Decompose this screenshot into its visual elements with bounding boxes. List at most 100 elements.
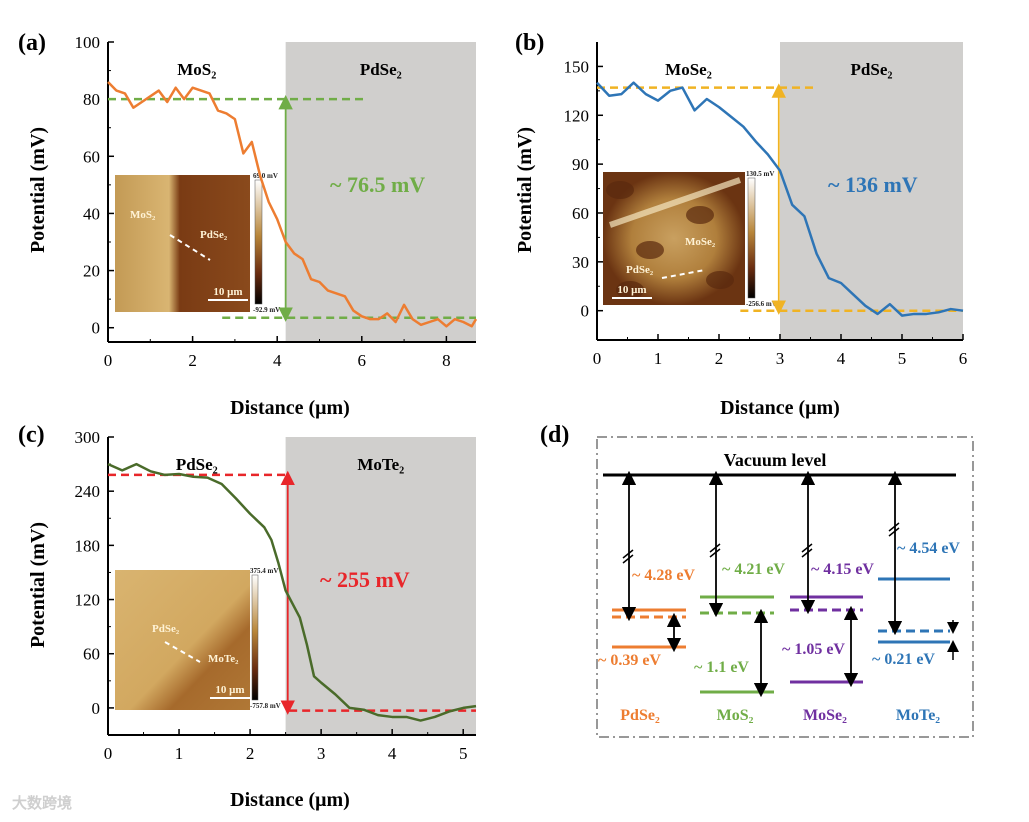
region-label: MoTe₂ (357, 455, 404, 474)
x-tick-label: 2 (715, 349, 724, 368)
axis-break-icon (888, 522, 900, 537)
afm-dark-grain (706, 271, 734, 289)
afm-dark-grain (616, 281, 644, 299)
y-tick-label: 60 (83, 147, 100, 166)
x-tick-label: 4 (837, 349, 846, 368)
region-label: PdSe₂ (176, 455, 218, 474)
shaded-region (780, 42, 963, 340)
panel-label: (c) (18, 422, 45, 448)
afm-dark-grain (636, 241, 664, 259)
series-line-profile (107, 81, 478, 328)
y-tick-label: 0 (92, 699, 101, 718)
bandgap-label: ~ 1.05 eV (782, 641, 845, 658)
afm-dark-grain (606, 181, 634, 199)
colorbar-min-label: -92.9 mV (253, 306, 280, 314)
vacuum-level-label: Vacuum level (724, 450, 827, 470)
colorbar-max-label: 130.5 mV (746, 170, 774, 178)
series-line-profile (596, 81, 964, 317)
scan-line (169, 234, 211, 261)
y-tick-label: 30 (572, 253, 589, 272)
y-tick-label: 300 (75, 428, 101, 447)
chart-panel-c: PdSe₂ MoTe₂ 0 1 2 3 4 5 0 60 120 180 240 300 (c) Potent… (18, 422, 477, 811)
x-tick-label: 4 (388, 744, 397, 763)
x-axis-title: Distance (μm) (230, 397, 350, 419)
y-tick-label: 90 (572, 155, 589, 174)
work-function-label: ~ 4.21 eV (722, 561, 785, 578)
y-axis-title: Potential (mV) (27, 522, 49, 648)
colorbar-max-label: 69.0 mV (253, 172, 278, 180)
x-tick-label: 8 (442, 351, 451, 370)
afm-inset-image (115, 175, 250, 312)
y-tick-label: 40 (83, 204, 100, 223)
diagram-frame (596, 436, 974, 738)
x-tick-label: 1 (175, 744, 184, 763)
inset-material-label: MoS₂ (130, 209, 156, 221)
inset-material-label: PdSe₂ (152, 623, 180, 635)
work-function-label: ~ 4.28 eV (632, 567, 695, 584)
potential-difference-label: ~ 255 mV (320, 567, 410, 592)
y-axis-title: Potential (mV) (27, 127, 49, 253)
y-tick-label: 0 (92, 319, 101, 338)
colorbar (254, 179, 263, 305)
x-tick-label: 5 (898, 349, 907, 368)
y-tick-label: 120 (75, 591, 101, 610)
colorbar-max-label: 375.4 mV (250, 567, 278, 575)
x-tick-label: 6 (358, 351, 367, 370)
material-name: MoS₂ (717, 707, 754, 724)
band-column-2: ~ 4.15 eV ~ 1.05 eV MoSe₂ (782, 470, 874, 724)
y-tick-label: 60 (83, 645, 100, 664)
inset-material-label: MoTe₂ (208, 653, 239, 665)
scale-bar-label: 10 μm (215, 684, 244, 696)
material-name: MoTe₂ (896, 707, 940, 724)
bandgap-label: ~ 0.39 eV (598, 652, 661, 669)
region-label: PdSe₂ (360, 60, 402, 79)
band-column-0: ~ 4.28 eV ~ 0.39 eV PdSe₂ (598, 470, 695, 724)
scale-bar-label: 10 μm (213, 286, 242, 298)
inset-material-label: PdSe₂ (626, 264, 654, 276)
x-tick-label: 0 (104, 744, 113, 763)
material-name: PdSe₂ (620, 707, 660, 724)
band-column-3: ~ 4.54 eV ~ 0.21 eV MoTe₂ (872, 470, 960, 724)
series-line-profile (107, 462, 477, 722)
afm-bright-ridge (609, 177, 741, 228)
y-tick-label: 80 (83, 90, 100, 109)
work-function-label: ~ 4.15 eV (811, 561, 874, 578)
watermark: 大数跨境 (12, 794, 72, 812)
x-tick-label: 2 (188, 351, 197, 370)
colorbar (747, 177, 756, 299)
panel-label: (b) (515, 30, 544, 56)
colorbar-min-label: -757.8 mV (250, 702, 281, 710)
work-function-label: ~ 4.54 eV (897, 540, 960, 557)
afm-dark-grain (686, 206, 714, 224)
inset-material-label: MoSe₂ (685, 236, 716, 248)
shaded-region (285, 437, 476, 735)
x-tick-label: 6 (959, 349, 968, 368)
axis-break-icon (801, 543, 813, 558)
colorbar-min-label: -256.6 mV (746, 300, 777, 308)
x-tick-label: 5 (459, 744, 468, 763)
y-tick-label: 240 (75, 482, 101, 501)
x-axis-title: Distance (μm) (720, 397, 840, 419)
shaded-region (285, 42, 476, 342)
scale-bar-label: 10 μm (617, 284, 646, 296)
region-label: MoSe₂ (665, 60, 712, 79)
region-label: PdSe₂ (851, 60, 893, 79)
x-tick-label: 1 (654, 349, 663, 368)
colorbar (251, 574, 259, 701)
y-tick-label: 180 (75, 536, 101, 555)
y-tick-label: 60 (572, 204, 589, 223)
afm-inset-image (115, 570, 250, 710)
panel-label: (a) (18, 30, 46, 56)
y-tick-label: 150 (564, 57, 590, 76)
y-tick-label: 100 (75, 33, 101, 52)
x-tick-label: 0 (593, 349, 602, 368)
axis-break-icon (709, 543, 721, 558)
panel-label: (d) (540, 422, 569, 448)
x-tick-label: 3 (317, 744, 326, 763)
material-name: MoSe₂ (803, 707, 847, 724)
potential-difference-label: ~ 136 mV (828, 172, 918, 197)
region-label: MoS₂ (177, 60, 216, 79)
potential-difference-label: ~ 76.5 mV (330, 172, 425, 197)
